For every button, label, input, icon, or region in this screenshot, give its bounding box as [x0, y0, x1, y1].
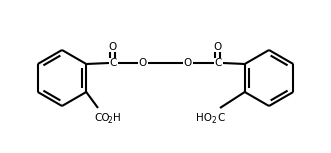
- Text: C: C: [217, 113, 224, 123]
- Text: HO: HO: [196, 113, 212, 123]
- Text: CO: CO: [94, 113, 110, 123]
- Text: O: O: [214, 42, 222, 52]
- Text: 2: 2: [108, 116, 113, 125]
- Text: O: O: [184, 58, 192, 68]
- Text: 2: 2: [212, 116, 217, 125]
- Text: O: O: [139, 58, 147, 68]
- Text: H: H: [113, 113, 121, 123]
- Text: C: C: [214, 58, 222, 68]
- Text: C: C: [109, 58, 117, 68]
- Text: O: O: [109, 42, 117, 52]
